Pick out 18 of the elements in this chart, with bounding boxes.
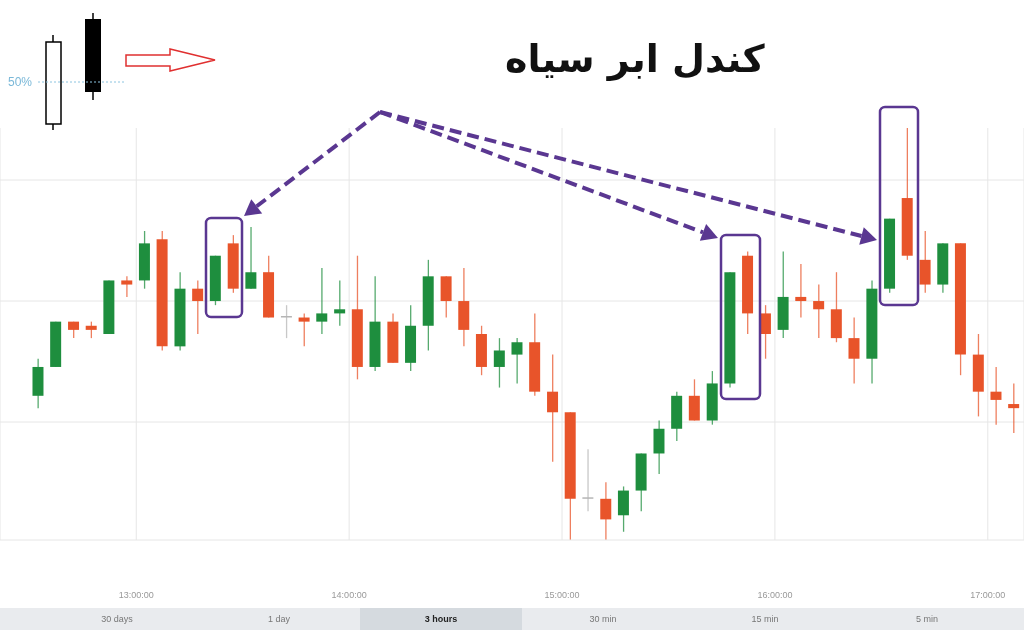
toolbar: 30 days 1 day 3 hours 30 min 15 min 5 min — [0, 608, 1024, 630]
text: 50% — [8, 75, 33, 89]
chart-title: کندل ابر سیاه — [505, 37, 766, 81]
candlestick — [600, 482, 612, 540]
candlestick — [245, 226, 257, 289]
x-tick-label: 14:00:00 — [331, 590, 367, 601]
candlestick — [990, 366, 1002, 425]
candlestick — [121, 276, 133, 297]
candlestick — [848, 317, 860, 384]
x-tick-label: 17:00:00 — [970, 590, 1006, 601]
candlestick — [316, 268, 328, 334]
x-tick-label: 16:00:00 — [757, 590, 793, 601]
candlestick — [458, 268, 470, 347]
x-tick-label: 13:00:00 — [118, 590, 154, 601]
candlestick — [511, 338, 523, 384]
candlestick — [795, 263, 807, 318]
candlestick — [582, 449, 594, 512]
x-tick-label: 15:00:00 — [544, 590, 580, 601]
